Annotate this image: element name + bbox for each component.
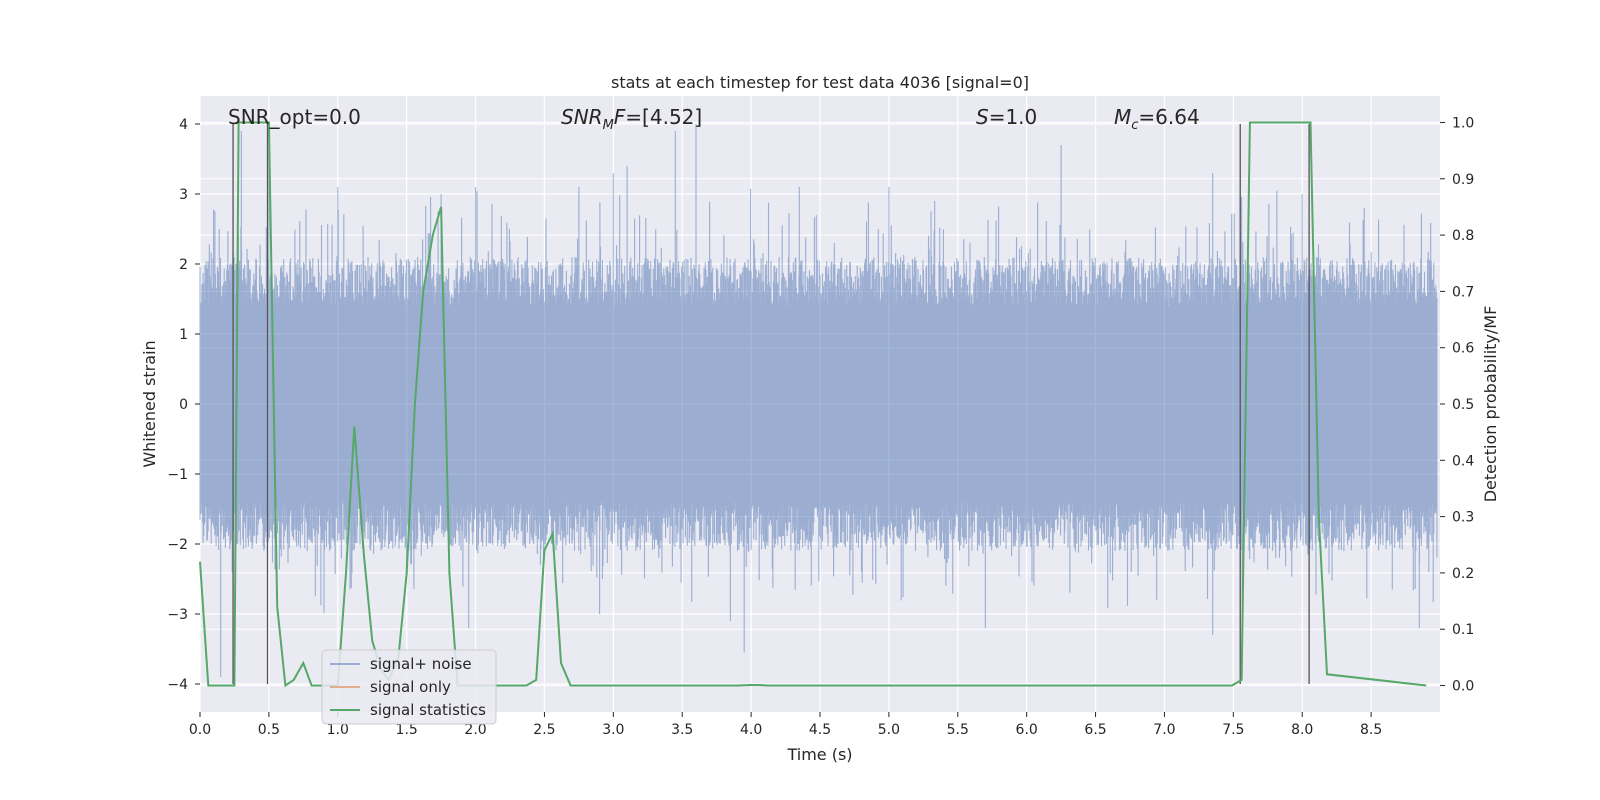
x-axis-label: Time (s) <box>786 745 852 764</box>
y2-axis-label: Detection probability/MF <box>1481 306 1500 503</box>
y2-tick-label-8: 0.8 <box>1452 228 1474 244</box>
y-tick-label-5: 1 <box>179 327 188 343</box>
y2-tick-label-7: 0.7 <box>1452 284 1474 300</box>
legend-box <box>321 649 497 725</box>
x-tick-label-12: 6.0 <box>1016 722 1038 738</box>
annotation-mc-value: Mc=6.64 <box>1114 105 1200 133</box>
y-tick-label-0: −4 <box>167 677 188 693</box>
x-tick-label-7: 3.5 <box>671 722 693 738</box>
x-tick-label-3: 1.5 <box>396 722 418 738</box>
y2-tick-label-9: 0.9 <box>1452 172 1474 188</box>
annotation-s-value: S=1.0 <box>976 105 1037 129</box>
y-tick-label-2: −2 <box>167 537 188 553</box>
y2-tick-label-2: 0.2 <box>1452 566 1474 582</box>
x-tick-label-5: 2.5 <box>533 722 555 738</box>
legend-label-signal-only: signal only <box>370 678 451 696</box>
y2-tick-label-1: 0.1 <box>1452 622 1474 638</box>
x-tick-label-2: 1.0 <box>327 722 349 738</box>
legend-label-signal-statistics: signal statistics <box>370 701 486 719</box>
y-tick-label-3: −1 <box>167 467 188 483</box>
y-tick-label-7: 3 <box>179 187 188 203</box>
chart-title: stats at each timestep for test data 403… <box>611 73 1029 92</box>
y-tick-label-4: 0 <box>179 397 188 413</box>
annotation-snr-mf: SNRMF=[4.52] <box>561 105 702 133</box>
x-tick-label-16: 8.0 <box>1291 722 1313 738</box>
legend-label-signal-noise: signal+ noise <box>370 655 472 673</box>
x-tick-label-13: 6.5 <box>1084 722 1106 738</box>
y2-tick-label-5: 0.5 <box>1452 397 1474 413</box>
x-axis-ticks: 0.0 0.5 1.0 1.5 2.0 2.5 3.0 3.5 4.0 4.5 5.0 5.5 6.0 6… <box>189 712 1382 738</box>
x-tick-label-10: 5.0 <box>878 722 900 738</box>
y2-tick-label-3: 0.3 <box>1452 510 1474 526</box>
y-tick-label-6: 2 <box>179 257 188 273</box>
x-tick-label-8: 4.0 <box>740 722 762 738</box>
y-axis-ticks: −4 −3 −2 −1 0 1 2 3 4 <box>167 117 200 693</box>
y-tick-label-8: 4 <box>179 117 188 133</box>
y2-tick-label-10: 1.0 <box>1452 115 1474 131</box>
marker-lines <box>232 124 1310 684</box>
signal-statistics-line <box>199 121 1427 688</box>
series-signal-noise <box>199 124 1438 677</box>
x-tick-label-1: 0.5 <box>258 722 280 738</box>
y-tick-label-1: −3 <box>167 607 188 623</box>
x-tick-label-11: 5.5 <box>947 722 969 738</box>
x-tick-label-4: 2.0 <box>464 722 486 738</box>
y2-tick-label-6: 0.6 <box>1452 341 1474 357</box>
x-tick-label-9: 4.5 <box>809 722 831 738</box>
x-tick-label-14: 7.0 <box>1153 722 1175 738</box>
x-tick-label-15: 7.5 <box>1222 722 1244 738</box>
y2-tick-label-0: 0.0 <box>1452 679 1474 695</box>
x-tick-label-6: 3.0 <box>602 722 624 738</box>
x-tick-label-0: 0.0 <box>189 722 211 738</box>
y2-tick-label-4: 0.4 <box>1452 453 1474 469</box>
x-tick-label-17: 8.5 <box>1360 722 1382 738</box>
signal-noise-trace <box>199 124 1438 677</box>
annotation-snr-opt: SNR_opt=0.0 <box>228 105 361 129</box>
y-axis-label: Whitened strain <box>140 340 159 467</box>
series-signal-statistics <box>199 121 1427 688</box>
legend: signal+ noise signal only signal statist… <box>321 649 497 725</box>
y2-axis-ticks: 0.0 0.1 0.2 0.3 0.4 0.5 0.6 0.7 0.8 0.9 1.0 <box>1440 115 1474 695</box>
